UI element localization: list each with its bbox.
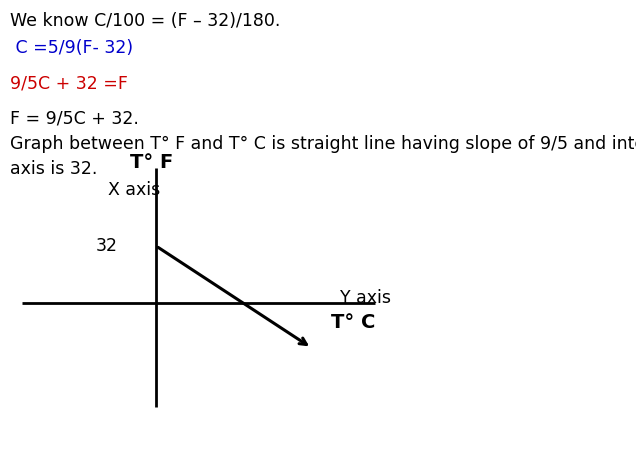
Text: C =5/9(F- 32): C =5/9(F- 32): [10, 39, 133, 57]
Text: F = 9/5C + 32.: F = 9/5C + 32.: [10, 109, 139, 127]
Text: X axis: X axis: [108, 181, 160, 199]
Text: T° C: T° C: [331, 313, 375, 331]
Text: We know C/100 = (F – 32)/180.: We know C/100 = (F – 32)/180.: [10, 12, 280, 30]
Text: T° F: T° F: [130, 153, 174, 171]
Text: 32: 32: [95, 237, 118, 254]
Text: axis is 32.: axis is 32.: [10, 160, 97, 178]
Text: 9/5C + 32 =F: 9/5C + 32 =F: [10, 74, 127, 92]
Text: Graph between T° F and T° C is straight line having slope of 9/5 and intercept o: Graph between T° F and T° C is straight …: [10, 134, 636, 152]
Text: Y axis: Y axis: [340, 288, 391, 306]
